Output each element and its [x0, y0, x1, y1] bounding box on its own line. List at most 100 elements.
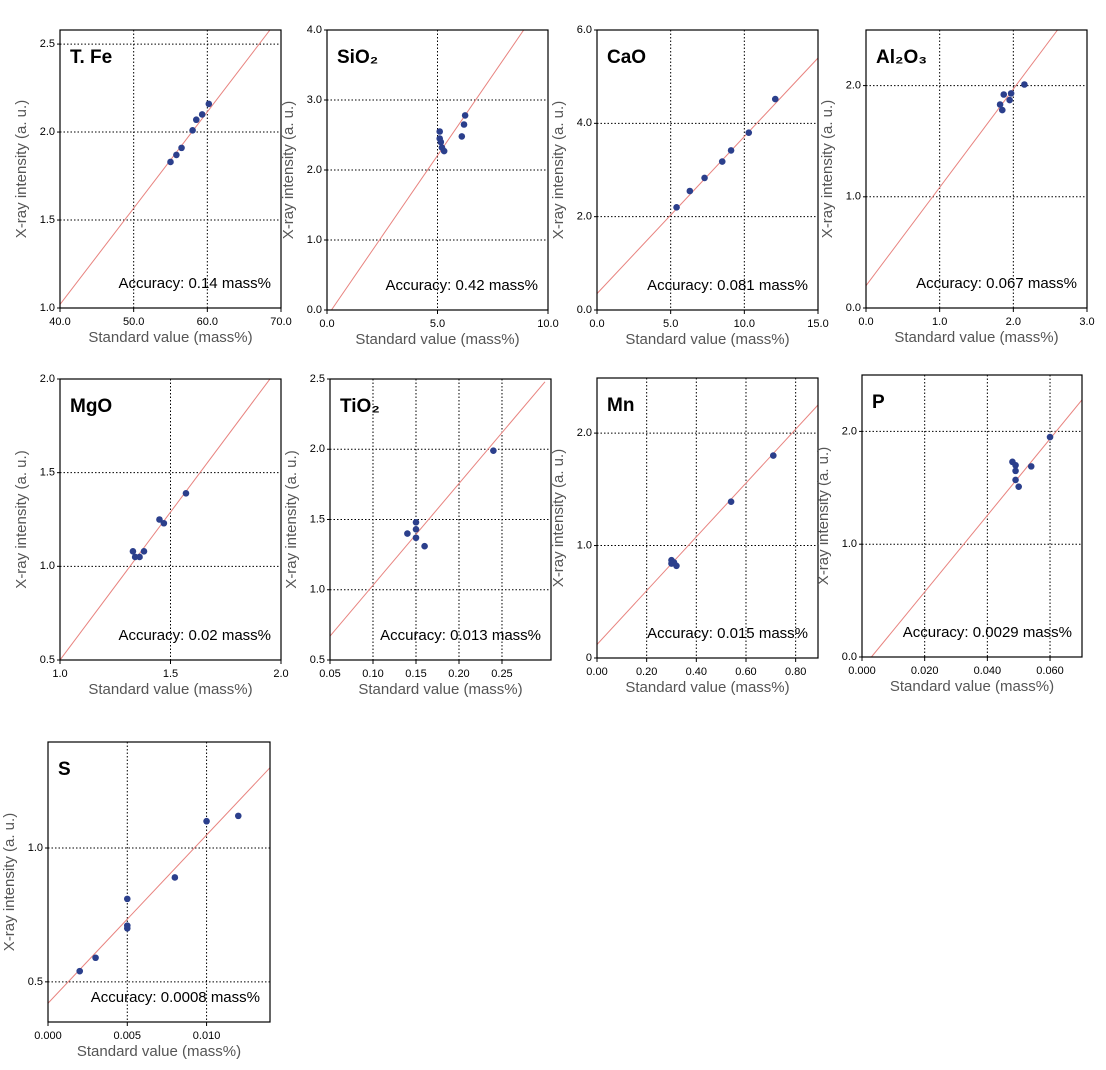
- data-point: [440, 147, 448, 155]
- x-tick-label: 0.20: [448, 668, 469, 680]
- x-tick-label: 0.020: [911, 665, 939, 677]
- data-point: [437, 138, 445, 146]
- accuracy-note: Accuracy: 0.14 mass%: [118, 275, 271, 292]
- data-point: [189, 126, 196, 134]
- x-axis-label: Standard value (mass%): [890, 678, 1054, 695]
- y-axis-label: X-ray intensity (a. u.): [13, 100, 30, 238]
- data-point: [996, 101, 1004, 108]
- x-tick-label: 0.0: [319, 318, 334, 330]
- accuracy-note: Accuracy: 0.015 mass%: [647, 625, 808, 642]
- y-tick-label: 1.0: [28, 842, 43, 854]
- x-tick-label: 0.25: [491, 668, 512, 680]
- y-tick-label: 2.0: [40, 126, 55, 138]
- data-point: [404, 530, 411, 537]
- panel-title: MgO: [70, 396, 112, 417]
- x-tick-label: 60.0: [197, 316, 218, 328]
- fit-line: [597, 404, 818, 645]
- fit-line: [331, 30, 525, 310]
- x-tick-label: 10.0: [537, 318, 558, 330]
- x-axis-label: Standard value (mass%): [355, 331, 519, 348]
- data-point: [673, 562, 680, 570]
- data-point: [745, 129, 753, 136]
- x-tick-label: 40.0: [49, 316, 70, 328]
- x-axis-label: Standard value (mass%): [894, 329, 1058, 346]
- y-tick-label: 4.0: [307, 24, 322, 36]
- data-point: [727, 147, 735, 154]
- data-point: [421, 542, 428, 550]
- data-point: [998, 106, 1006, 114]
- x-tick-label: 0.010: [193, 1030, 221, 1042]
- x-tick-label: 0.0: [589, 318, 604, 330]
- plot-frame: [861, 374, 1083, 658]
- panel: 0.0 5.0 10.0 0.0 1.0 2.0 3.0 4.0 SiO₂ Accuracy: 0…: [280, 24, 559, 348]
- y-axis-label: X-ray intensity (a. u.): [819, 100, 836, 238]
- y-tick-label: 2.0: [310, 443, 325, 455]
- data-point: [234, 812, 242, 820]
- fit-line: [330, 381, 546, 637]
- panel: 0.000 0.005 0.010 0.5 1.0 S Accuracy: 0.0008 m…: [1, 741, 271, 1060]
- panel-title: P: [872, 392, 885, 413]
- data-point: [412, 534, 420, 542]
- y-axis-label: X-ray intensity (a. u.): [1, 813, 18, 951]
- x-tick-label: 0.040: [974, 665, 1002, 677]
- data-point: [770, 452, 777, 459]
- panel-title: S: [58, 759, 71, 780]
- data-point: [123, 895, 131, 903]
- accuracy-note: Accuracy: 0.0029 mass%: [903, 624, 1072, 641]
- y-axis-label: X-ray intensity (a. u.): [550, 449, 567, 587]
- panel-title: CaO: [607, 47, 646, 68]
- y-tick-label: 2.0: [846, 80, 861, 92]
- data-point: [160, 519, 168, 527]
- accuracy-note: Accuracy: 0.013 mass%: [380, 627, 541, 644]
- data-point: [490, 447, 497, 454]
- y-tick-label: 0.0: [307, 304, 322, 316]
- accuracy-note: Accuracy: 0.081 mass%: [647, 277, 808, 294]
- y-tick-label: 0.0: [846, 302, 861, 314]
- accuracy-note: Accuracy: 0.02 mass%: [118, 627, 271, 644]
- x-tick-label: 0.060: [1036, 665, 1064, 677]
- x-axis-label: Standard value (mass%): [625, 679, 789, 696]
- x-axis-label: Standard value (mass%): [88, 681, 252, 698]
- data-point: [76, 967, 84, 975]
- x-tick-label: 0.20: [636, 666, 657, 678]
- x-tick-label: 0.000: [848, 665, 876, 677]
- data-point: [701, 174, 708, 182]
- data-point: [198, 111, 206, 118]
- data-point: [205, 100, 213, 108]
- data-point: [727, 498, 735, 505]
- x-tick-label: 0.15: [405, 668, 426, 680]
- x-tick-label: 15.0: [807, 318, 828, 330]
- y-tick-label: 1.0: [40, 302, 55, 314]
- y-tick-label: 2.0: [577, 427, 592, 439]
- data-point: [156, 516, 163, 523]
- y-tick-label: 2.5: [310, 373, 325, 385]
- y-tick-label: 0: [586, 652, 592, 664]
- x-tick-label: 0.05: [319, 668, 340, 680]
- data-point: [771, 95, 779, 103]
- y-tick-label: 2.0: [842, 425, 857, 437]
- panel-title: TiO₂: [340, 396, 380, 417]
- data-point: [173, 151, 180, 159]
- data-point: [192, 116, 200, 124]
- x-tick-label: 0.10: [362, 668, 383, 680]
- x-tick-label: 1.0: [932, 316, 947, 328]
- y-tick-label: 0.5: [40, 654, 55, 666]
- panel: 0.0 1.0 2.0 3.0 0.0 1.0 2.0 Al₂O₃ Accuracy: 0.06…: [819, 29, 1095, 346]
- fit-line: [60, 379, 271, 660]
- data-point: [1012, 461, 1019, 469]
- x-tick-label: 5.0: [430, 318, 445, 330]
- x-tick-label: 0.00: [586, 666, 607, 678]
- plot-frame: [326, 29, 549, 311]
- data-point: [673, 204, 680, 211]
- data-point: [1027, 463, 1035, 470]
- y-tick-label: 4.0: [577, 117, 592, 129]
- y-tick-label: 0.5: [28, 976, 43, 988]
- x-tick-label: 10.0: [734, 318, 755, 330]
- y-axis-label: X-ray intensity (a. u.): [283, 450, 300, 588]
- panel: 0.0 5.0 10.0 15.0 0.0 2.0 4.0 6.0 CaO Accuracy: 0…: [550, 24, 829, 348]
- data-point: [436, 128, 444, 135]
- data-point: [458, 133, 466, 140]
- data-point: [1015, 483, 1022, 490]
